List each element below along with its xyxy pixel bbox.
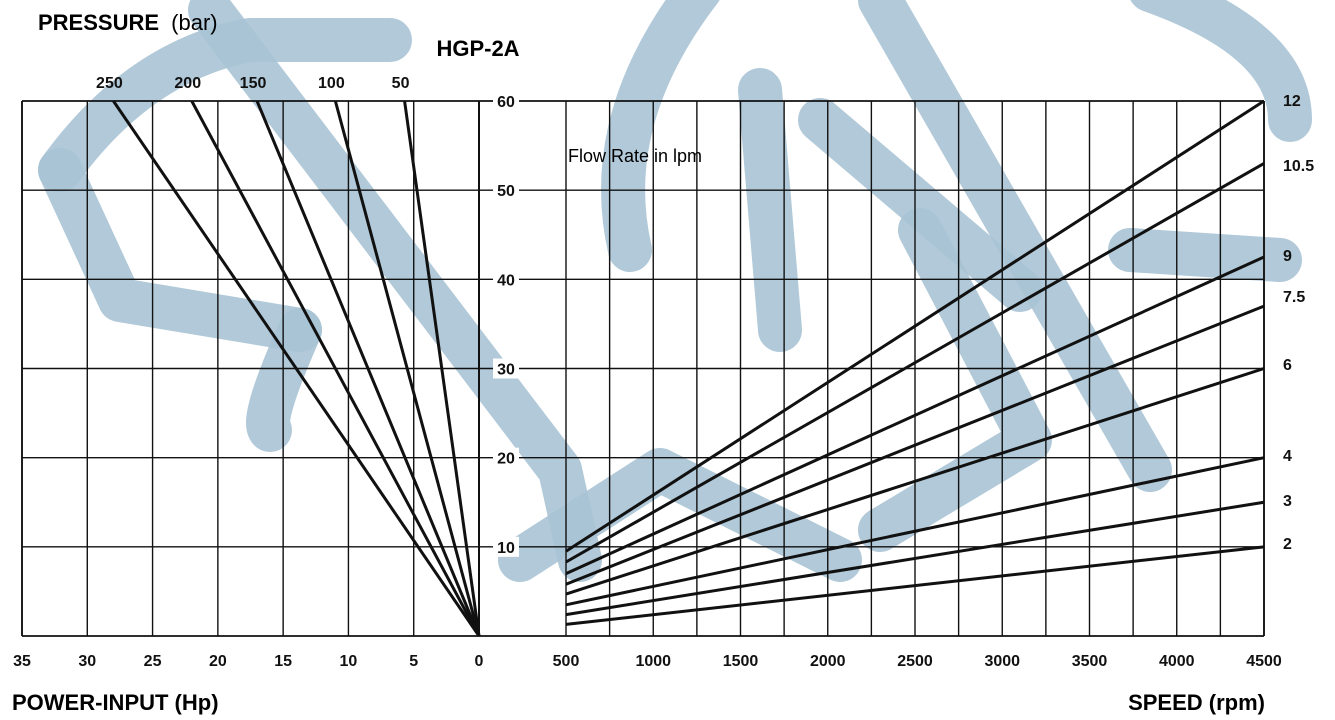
pressure-line-50 bbox=[403, 100, 481, 637]
y-tick-backing bbox=[493, 91, 519, 111]
speed-tick-label: 4500 bbox=[1246, 653, 1282, 670]
flow-line-4 bbox=[565, 456, 1265, 607]
pressure-series-label: 200 bbox=[174, 75, 201, 92]
flow-line-3 bbox=[565, 500, 1265, 617]
flow-line-7.5 bbox=[565, 304, 1265, 586]
pressure-series-label: 50 bbox=[392, 75, 410, 92]
flow-rate-annotation: Flow Rate in lpm bbox=[568, 146, 702, 166]
pressure-line-200 bbox=[190, 100, 481, 637]
flow-line-9 bbox=[565, 255, 1265, 575]
speed-tick-label: 2000 bbox=[810, 653, 846, 670]
speed-tick-label: 3000 bbox=[984, 653, 1020, 670]
model-title: HGP-2A bbox=[436, 36, 519, 61]
flow-series-label: 12 bbox=[1283, 93, 1301, 110]
pressure-label-unit: (bar) bbox=[171, 10, 217, 35]
y-tick-backing bbox=[493, 536, 519, 557]
y-tick-label: 10 bbox=[497, 540, 515, 557]
speed-tick-label: 1000 bbox=[635, 653, 671, 670]
flow-series-label: 7.5 bbox=[1283, 289, 1305, 306]
flow-series-label: 2 bbox=[1283, 536, 1292, 553]
watermark-stroke bbox=[1108, 228, 1302, 282]
watermark-stroke bbox=[38, 148, 322, 352]
flow-series-label: 4 bbox=[1283, 448, 1292, 465]
speed-tick-label: 2500 bbox=[897, 653, 933, 670]
pressure-series-label: 100 bbox=[318, 75, 345, 92]
speed-tick-label: 3500 bbox=[1072, 653, 1108, 670]
power-tick-label: 30 bbox=[78, 653, 96, 670]
speed-tick-label: 4000 bbox=[1159, 653, 1195, 670]
speed-tick-label: 500 bbox=[553, 653, 580, 670]
power-input-label: POWER-INPUT (Hp) bbox=[12, 690, 219, 715]
pressure-series-label: 150 bbox=[240, 75, 267, 92]
pressure-lines bbox=[112, 100, 481, 637]
y-tick-backing bbox=[493, 180, 519, 201]
watermark-stroke bbox=[798, 98, 1042, 312]
y-tick-label: 60 bbox=[497, 94, 515, 111]
y-tick-backing bbox=[493, 269, 519, 290]
power-tick-label: 25 bbox=[144, 653, 162, 670]
speed-label: SPEED (rpm) bbox=[1128, 690, 1265, 715]
watermark-stroke bbox=[738, 68, 802, 352]
flow-lines bbox=[565, 99, 1265, 626]
grid bbox=[21, 100, 1265, 637]
power-tick-label: 10 bbox=[340, 653, 358, 670]
tick-labels: 35 30 25 20 15 10 5 0 500 1000 1500 2000 2500 3000 350… bbox=[13, 75, 1314, 670]
flow-line-2 bbox=[565, 545, 1265, 626]
y-tick-label: 40 bbox=[497, 272, 515, 289]
flow-series-label: 6 bbox=[1283, 357, 1292, 374]
flow-series-label: 9 bbox=[1283, 248, 1292, 265]
watermark-stroke bbox=[858, 0, 1172, 492]
speed-tick-label: 1500 bbox=[723, 653, 759, 670]
flow-line-12 bbox=[565, 99, 1265, 553]
watermark-stroke bbox=[601, 0, 720, 272]
y-tick-label: 20 bbox=[497, 451, 515, 468]
power-tick-label: 20 bbox=[209, 653, 227, 670]
pressure-label-bold: PRESSURE bbox=[38, 10, 159, 35]
pressure-line-150 bbox=[255, 100, 481, 637]
y-tick-label: 30 bbox=[497, 362, 515, 379]
watermark-stroke bbox=[1130, 0, 1312, 142]
power-tick-label: 5 bbox=[409, 653, 418, 670]
pressure-line-250 bbox=[112, 100, 481, 637]
y-tick-label: 50 bbox=[497, 183, 515, 200]
power-tick-label: 0 bbox=[475, 653, 484, 670]
pressure-series-label: 250 bbox=[96, 75, 123, 92]
watermark-stroke bbox=[246, 308, 322, 452]
pressure-axis-label: PRESSURE (bar) bbox=[38, 10, 218, 35]
power-tick-label: 35 bbox=[13, 653, 31, 670]
flow-series-label: 3 bbox=[1283, 493, 1292, 510]
flow-line-10.5 bbox=[565, 162, 1265, 564]
y-tick-backing bbox=[493, 358, 519, 379]
power-tick-label: 15 bbox=[274, 653, 292, 670]
flow-line-6 bbox=[565, 367, 1265, 596]
pressure-line-100 bbox=[333, 100, 481, 637]
flow-series-label: 10.5 bbox=[1283, 158, 1314, 175]
y-tick-backing bbox=[493, 447, 519, 468]
